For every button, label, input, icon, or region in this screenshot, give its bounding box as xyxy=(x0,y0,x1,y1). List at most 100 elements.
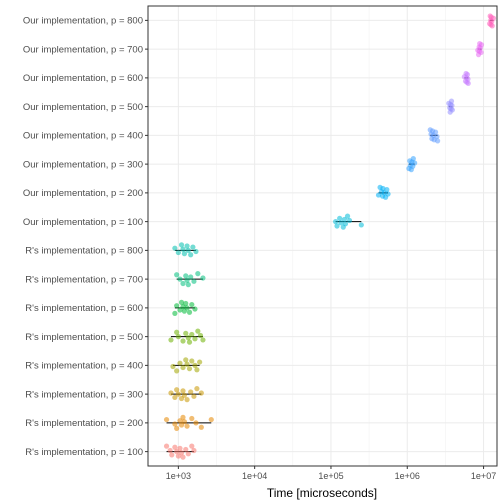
data-point xyxy=(380,185,386,192)
x-tick-label: 1e+05 xyxy=(318,471,343,481)
data-point xyxy=(190,244,196,250)
data-point xyxy=(178,299,185,305)
data-point xyxy=(342,221,349,227)
x-tick-label: 1e+03 xyxy=(166,471,191,481)
data-point xyxy=(384,186,390,193)
data-point xyxy=(189,415,195,422)
data-point xyxy=(344,213,351,219)
data-point xyxy=(184,305,190,311)
y-tick-label: Our implementation, p = 200 xyxy=(23,188,143,199)
data-point xyxy=(183,273,189,279)
data-point xyxy=(180,246,186,252)
data-point xyxy=(177,418,183,424)
x-tick-label: 1e+04 xyxy=(242,471,267,481)
data-point xyxy=(183,446,189,453)
data-point xyxy=(191,393,197,399)
data-point xyxy=(177,276,183,282)
data-point xyxy=(332,219,339,225)
data-point xyxy=(194,367,200,373)
y-tick-label: R's implementation, p = 100 xyxy=(25,447,143,458)
data-point xyxy=(177,445,183,451)
x-tick-label: 1e+07 xyxy=(471,471,496,481)
y-tick-label: Our implementation, p = 300 xyxy=(23,159,143,170)
data-point xyxy=(183,300,189,307)
data-point xyxy=(174,272,180,278)
data-point xyxy=(183,357,189,363)
y-tick-label: R's implementation, p = 300 xyxy=(25,389,143,400)
data-point xyxy=(168,390,174,396)
data-point xyxy=(194,386,200,392)
data-point xyxy=(181,251,188,257)
data-point xyxy=(175,453,181,459)
data-point xyxy=(192,362,198,368)
data-point xyxy=(170,363,176,370)
data-point xyxy=(435,138,441,144)
data-point xyxy=(189,331,195,338)
data-point xyxy=(175,391,181,397)
data-point xyxy=(184,361,190,367)
data-point xyxy=(358,222,364,228)
data-point xyxy=(174,425,180,431)
data-point xyxy=(172,444,178,450)
data-point xyxy=(172,310,178,316)
data-point xyxy=(184,423,190,429)
data-point xyxy=(465,76,471,82)
data-point xyxy=(478,42,485,48)
data-point xyxy=(412,160,418,166)
data-point xyxy=(177,360,183,366)
data-point xyxy=(432,129,439,135)
data-point xyxy=(183,330,189,336)
data-point xyxy=(341,216,347,223)
data-point xyxy=(172,394,178,401)
grid-major xyxy=(148,6,497,466)
data-point xyxy=(198,390,204,396)
data-point xyxy=(197,359,203,365)
data-point xyxy=(181,392,188,398)
data-point xyxy=(449,107,455,113)
data-point xyxy=(174,303,180,309)
data-point xyxy=(178,242,185,248)
data-point xyxy=(192,306,198,312)
data-point xyxy=(490,15,497,21)
data-point xyxy=(180,364,186,371)
data-point xyxy=(195,328,201,334)
data-point xyxy=(191,447,197,454)
data-point xyxy=(169,452,175,458)
data-point xyxy=(174,368,180,374)
plot-panel xyxy=(147,5,498,467)
y-tick-label: Our implementation, p = 400 xyxy=(23,131,143,142)
data-point xyxy=(180,454,186,460)
data-point xyxy=(186,309,193,315)
data-point xyxy=(168,337,174,343)
data-point xyxy=(177,307,183,313)
data-point xyxy=(197,332,204,339)
data-point xyxy=(174,387,180,393)
data-point xyxy=(163,416,170,423)
y-tick-label: R's implementation, p = 200 xyxy=(25,418,143,429)
x-axis-ticks: 1e+03 1e+04 1e+05 1e+06 1e+07 xyxy=(166,466,496,481)
data-point xyxy=(200,275,206,281)
data-point xyxy=(186,339,193,345)
data-point xyxy=(185,335,191,341)
data-point xyxy=(167,447,173,454)
data-point xyxy=(338,220,344,226)
data-point xyxy=(186,366,193,372)
data-point xyxy=(188,274,194,280)
plot-border xyxy=(147,5,498,467)
data-point xyxy=(184,243,190,249)
data-point xyxy=(346,217,353,224)
y-tick-label: Our implementation, p = 700 xyxy=(23,44,143,55)
data-point xyxy=(195,271,201,277)
y-tick-label: Our implementation, p = 500 xyxy=(23,102,143,113)
data-point xyxy=(200,337,206,343)
data-point xyxy=(189,358,195,364)
y-tick-label: R's implementation, p = 800 xyxy=(25,246,143,257)
data-point xyxy=(178,450,185,456)
data-point xyxy=(334,223,340,229)
y-tick-label: Our implementation, p = 800 xyxy=(23,16,143,27)
data-point xyxy=(189,443,195,449)
y-tick-label: R's implementation, p = 600 xyxy=(25,303,143,314)
y-tick-label: R's implementation, p = 700 xyxy=(25,274,143,285)
data-point xyxy=(172,245,178,251)
